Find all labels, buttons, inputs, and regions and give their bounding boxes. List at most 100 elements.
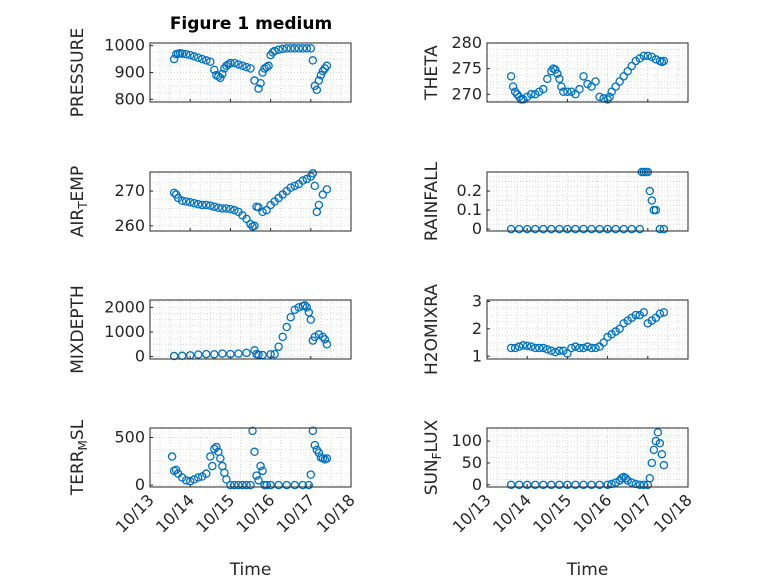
data-point <box>639 480 649 490</box>
data-point <box>185 197 195 207</box>
data-point <box>189 52 199 61</box>
xtick-label: 10/13 <box>112 490 158 536</box>
data-point <box>202 200 211 210</box>
data-point <box>530 343 540 353</box>
ytick-label: 270 <box>114 181 145 200</box>
data-point <box>248 426 257 436</box>
data-point <box>282 480 291 490</box>
data-point <box>210 202 219 211</box>
data-point <box>193 53 203 63</box>
data-point <box>659 460 669 470</box>
data-point <box>651 436 661 446</box>
data-point <box>579 480 588 490</box>
data-point <box>242 348 251 358</box>
data-point <box>242 480 251 490</box>
data-point <box>193 350 203 359</box>
ytick-label: 0 <box>135 475 145 494</box>
data-point <box>202 349 211 359</box>
data-point <box>587 480 596 490</box>
data-point <box>181 476 191 485</box>
ylabel: THETA <box>422 45 442 101</box>
data-point <box>603 224 612 234</box>
axes-frame <box>149 427 352 488</box>
data-point <box>571 480 580 490</box>
data-point <box>651 205 661 215</box>
data-point <box>310 440 320 450</box>
axes-frame <box>486 42 689 103</box>
data-point <box>510 343 520 353</box>
data-point <box>567 343 576 353</box>
ytick-label: 1 <box>472 346 482 365</box>
axes-frame <box>149 299 352 360</box>
data-point <box>238 61 247 71</box>
data-point <box>563 349 572 358</box>
data-point <box>575 84 584 94</box>
data-point <box>294 44 303 53</box>
data-point <box>535 343 544 353</box>
data-point <box>320 335 330 344</box>
data-point <box>635 480 645 490</box>
data-point <box>286 44 295 53</box>
data-point <box>212 442 221 452</box>
ytick-label: 0 <box>472 475 482 494</box>
data-point <box>177 49 187 58</box>
data-point <box>647 458 657 468</box>
data-point <box>169 351 179 361</box>
data-point <box>555 74 564 84</box>
data-point <box>202 56 211 65</box>
data-point <box>169 188 179 198</box>
axes-h2omixra: 1 2 3 H2OMIXRA <box>422 284 689 375</box>
data-point <box>238 480 247 490</box>
data-point <box>298 44 308 53</box>
data-point <box>621 474 630 483</box>
data-point <box>254 476 263 485</box>
xlabel: Time <box>566 560 609 580</box>
data-point <box>508 82 518 91</box>
data-point <box>639 308 649 317</box>
ytick-label: 100 <box>451 431 482 450</box>
data-point <box>571 90 580 99</box>
xtick-label: 10/16 <box>569 490 615 536</box>
data-point <box>286 312 295 322</box>
data-point <box>553 69 562 79</box>
ylabel: PRESSURE <box>68 28 88 117</box>
data-point <box>591 77 600 86</box>
data-point <box>605 92 614 102</box>
data-point <box>306 315 316 324</box>
data-point <box>290 44 299 53</box>
data-point <box>290 480 299 490</box>
data-point <box>514 480 524 490</box>
data-point <box>310 181 320 191</box>
axes-frame <box>149 171 352 232</box>
ytick-label: 0 <box>472 219 482 238</box>
data-point <box>224 60 233 69</box>
axes-theta: 270 275 280 THETA <box>422 33 689 104</box>
data-point <box>547 346 556 356</box>
data-point <box>278 332 287 342</box>
figure-title: Figure 1 medium <box>170 14 332 34</box>
data-point <box>206 201 215 210</box>
data-point <box>611 478 620 487</box>
data-point <box>579 343 588 353</box>
ytick-label: 50 <box>462 453 482 472</box>
ylabel: SUNFLUX <box>422 419 444 495</box>
data-point <box>254 84 263 93</box>
data-point <box>318 332 328 342</box>
data-point <box>645 474 655 483</box>
data-point <box>555 224 564 234</box>
data-point <box>611 224 620 234</box>
data-point <box>555 480 564 490</box>
data-point <box>210 350 219 359</box>
data-point <box>310 81 320 91</box>
data-point <box>526 342 536 351</box>
data-point <box>290 181 299 191</box>
data-point <box>189 198 199 208</box>
data-point <box>282 322 291 332</box>
ytick-label: 800 <box>114 89 145 108</box>
data-point <box>216 454 225 463</box>
ytick-label: 1000 <box>104 36 145 55</box>
data-point <box>522 480 532 490</box>
data-point <box>635 224 645 234</box>
data-point <box>530 224 540 234</box>
